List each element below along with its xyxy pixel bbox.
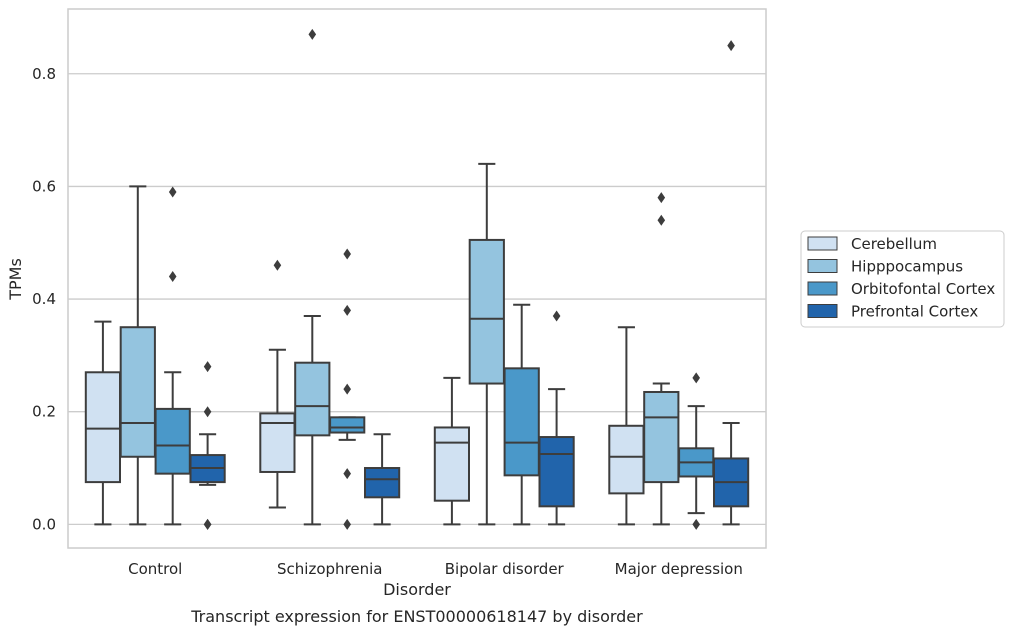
outlier-point: [343, 248, 351, 260]
legend-swatch: [807, 281, 838, 296]
box: [503, 367, 540, 477]
box-plot-area: [84, 28, 750, 530]
outlier-point: [203, 518, 212, 530]
y-tick-label: 0.8: [32, 65, 56, 83]
box-plot: [433, 376, 471, 526]
legend-label: Prefrontal Cortex: [851, 303, 978, 321]
x-tick-label: Bipolar disorder: [445, 560, 565, 578]
outlier-point: [343, 304, 351, 316]
outlier-point: [552, 310, 561, 322]
box: [468, 238, 505, 385]
outlier-point: [168, 271, 177, 283]
box: [538, 436, 575, 508]
outlier-point: [657, 192, 666, 204]
x-axis-title: Disorder: [383, 580, 451, 599]
x-tick-label: Control: [128, 560, 182, 578]
box-plot: [259, 259, 296, 509]
outlier-point: [657, 214, 666, 226]
outlier-point: [343, 468, 351, 480]
y-tick-label: 0.2: [32, 403, 56, 421]
legend-swatch: [807, 259, 838, 273]
box-plot: [84, 320, 122, 526]
box: [643, 390, 680, 484]
box-plot: [294, 28, 331, 526]
outlier-point: [168, 186, 177, 198]
x-axis-ticks: Control Schizophrenia Bipolar disorder Majo…: [128, 560, 743, 578]
x-tick-label: Major depression: [615, 560, 743, 578]
legend: Cerebellum Hipppocampus Orbitofontal Corte…: [800, 230, 1005, 328]
box-plot: [119, 185, 156, 526]
box: [119, 326, 156, 458]
outlier-point: [692, 518, 700, 530]
legend-label: Orbitofontal Cortex: [851, 280, 995, 298]
box: [154, 407, 191, 475]
y-tick-label: 0.6: [32, 177, 56, 195]
outlier-point: [343, 383, 351, 395]
plot-frame: [67, 8, 767, 549]
box-plot: [608, 326, 645, 526]
box-plot: [189, 361, 226, 530]
chart-caption: Transcript expression for ENST0000061814…: [190, 607, 643, 626]
outlier-point: [727, 40, 735, 52]
y-tick-label: 0.4: [32, 290, 56, 308]
legend-label: Hipppocampus: [851, 258, 963, 276]
box-plot: [363, 433, 401, 526]
outlier-point: [203, 406, 212, 418]
legend-frame: [800, 230, 1005, 328]
box: [608, 424, 645, 495]
box-plot: [538, 310, 575, 526]
legend-swatch: [807, 236, 838, 251]
box-plot: [643, 192, 680, 526]
box: [329, 416, 366, 434]
box: [294, 361, 331, 437]
outlier-point: [692, 372, 700, 384]
box-plot: [468, 162, 505, 526]
y-tick-label: 0.0: [32, 515, 56, 533]
box-plot: [154, 186, 191, 526]
box: [84, 371, 122, 484]
box-plot: [329, 248, 366, 530]
legend-label: Cerebellum: [851, 235, 937, 253]
box: [433, 426, 471, 502]
box-plot: [678, 372, 715, 530]
outlier-point: [308, 28, 317, 40]
legend-swatch: [807, 304, 838, 318]
box: [363, 467, 401, 499]
box-plot: [503, 303, 540, 526]
y-axis-title: TPMs: [6, 258, 25, 301]
outlier-point: [273, 259, 282, 271]
outlier-point: [343, 518, 351, 530]
y-axis-ticks: 0.0 0.2 0.4 0.6 0.8: [32, 65, 56, 534]
outlier-point: [203, 361, 212, 373]
box-plot: [712, 40, 750, 526]
x-tick-label: Schizophrenia: [277, 560, 382, 578]
